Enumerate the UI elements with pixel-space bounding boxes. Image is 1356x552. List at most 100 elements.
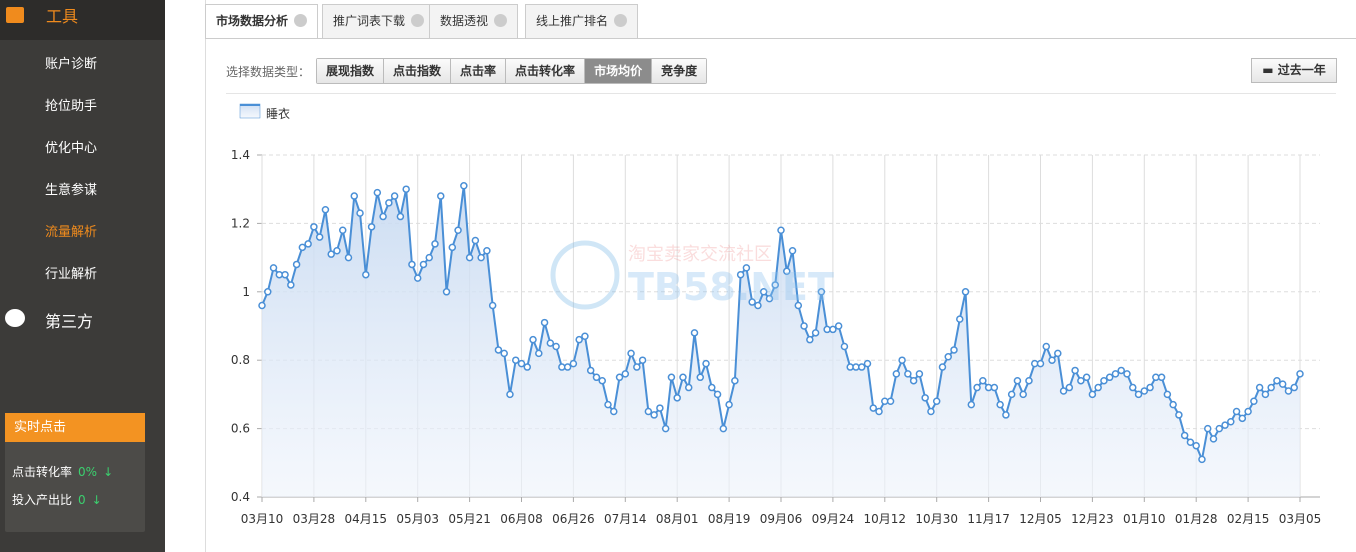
point [1065,383,1074,392]
point [338,226,347,234]
point [529,335,537,344]
point [356,209,364,217]
menu-item[interactable]: 抢位助手 [45,99,98,114]
point [1007,390,1016,399]
point [892,370,901,378]
point [298,243,307,252]
point [563,363,572,371]
tab[interactable]: 推广词表下载 [322,4,436,38]
point [777,226,785,234]
point [1169,400,1177,409]
tab[interactable]: 数据透视 [429,4,519,38]
range-button[interactable]: ▬ 过去一年 [1251,58,1337,83]
point [304,240,312,248]
point [379,212,387,221]
row-value: 0% [78,465,98,479]
point [990,383,999,392]
x-tick-label: 06月26 [552,512,595,526]
point [731,376,739,385]
point [1077,376,1085,385]
point [979,376,987,385]
point [581,332,589,341]
legend-swatch [239,103,261,119]
panel: 实时点击 点击转化率 0% ↓ 投入产出比 0 ↓ [5,413,145,532]
point [811,329,820,337]
point [315,233,324,241]
panel-title: 实时点击 [5,413,145,442]
point [344,253,353,262]
point [719,424,728,433]
point [1198,455,1206,464]
point [667,373,676,382]
tab-text: 线上推广排名 [536,14,609,28]
point [915,370,924,378]
panel-row: 投入产出比 0 ↓ [12,493,102,507]
point [1215,424,1224,433]
point [1221,421,1229,429]
point [909,376,918,385]
point [1192,441,1200,450]
point [1186,438,1195,447]
point [460,182,468,190]
point [431,240,439,248]
x-tick-label: 01月28 [1175,512,1218,526]
point [1146,383,1154,392]
point [1157,373,1166,382]
button[interactable]: 点击指数 [384,59,452,83]
tab[interactable]: 线上推广排名 [525,4,639,38]
point [523,363,532,371]
point [1036,359,1045,368]
point [800,322,808,330]
menu-item[interactable]: 生意参谋 [45,183,98,198]
x-tick-label: 08月19 [708,512,751,526]
point [321,205,330,214]
button[interactable]: 竞争度 [652,59,707,83]
menu-item[interactable]: 优化中心 [45,141,98,156]
point [1296,370,1304,378]
menu-item[interactable]: 流量解析 [45,225,98,240]
point [944,353,952,361]
point [506,390,514,399]
point [402,185,410,193]
point [1117,366,1125,375]
point [592,373,601,382]
menu-item[interactable]: 账户诊断 [45,57,98,72]
point [1267,383,1275,392]
point [1227,418,1235,426]
point [419,260,428,269]
button[interactable]: 展现指数 [317,59,385,83]
point [535,349,543,358]
tab-text: 市场数据分析 [216,14,289,28]
point [1163,390,1172,399]
point [454,226,462,234]
point [742,264,751,272]
x-tick-label: 03月28 [293,512,336,526]
point [615,373,624,382]
main: 市场数据分析 推广词表下载 数据透视 线上推广排名 选择数据类型： 展现指数 点击指数点… [165,0,1356,552]
point [725,400,733,409]
toolbar-label: 选择数据类型： [226,65,311,79]
point [661,424,670,433]
section-text: 第三方 [45,312,94,331]
y-tick-label: 1.2 [231,216,250,230]
point [610,407,618,416]
point [950,346,958,354]
x-tick-label: 03月05 [1279,512,1322,526]
point [350,192,359,200]
button[interactable]: 点击转化率 [506,59,586,83]
point [511,356,520,364]
menu-item[interactable]: 行业解析 [45,267,98,282]
point [783,267,791,276]
x-tick-label: 05月03 [396,512,439,526]
tab-text: 推广词表下载 [333,14,406,28]
button[interactable]: 点击率 [451,59,507,83]
section[interactable]: 第三方 [5,308,94,332]
tab[interactable]: 市场数据分析 [205,4,319,39]
button[interactable]: 市场均价 [585,59,653,83]
x-tick-label: 12月23 [1071,512,1114,526]
point [1232,407,1241,416]
point [413,274,422,282]
point [310,223,318,231]
point [598,376,606,385]
point [1134,390,1143,399]
